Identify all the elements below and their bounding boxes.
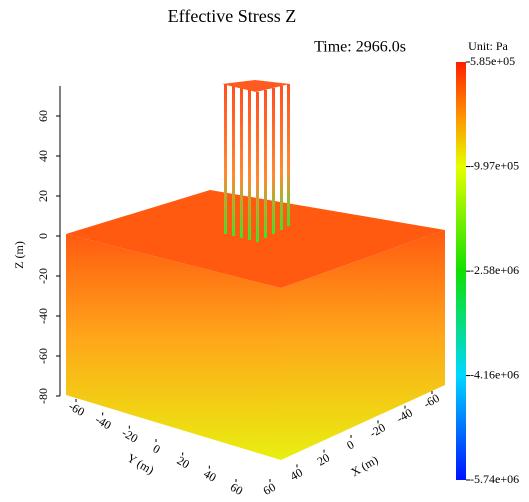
- y-tick-label: 20: [175, 453, 192, 471]
- colorbar-tick-label: -5.74e+06: [470, 472, 519, 486]
- z-tick-label: 60: [36, 110, 50, 122]
- colorbar-tick-label: -2.58e+06: [470, 263, 519, 277]
- z-tick-label: 40: [36, 150, 50, 162]
- z-tick-label: 0: [36, 233, 50, 239]
- y-tick-label: 0: [151, 441, 163, 456]
- y-axis-label: Y (m): [125, 451, 157, 477]
- chart-title: Effective Stress Z: [168, 6, 297, 26]
- z-tick-label: 20: [36, 190, 50, 202]
- colorbar-label: Unit: Pa: [468, 39, 508, 53]
- x-tick-label: 60: [261, 480, 278, 498]
- x-tick-label: -20: [367, 420, 388, 440]
- y-tick-label: -40: [93, 412, 114, 432]
- colorbar: [456, 62, 466, 480]
- x-axis-label: X (m): [348, 453, 380, 480]
- y-tick-label: -20: [120, 426, 141, 446]
- x-tick-label: 40: [288, 465, 305, 483]
- x-tick-label: -60: [421, 391, 442, 411]
- z-tick-label: -40: [36, 308, 50, 324]
- z-axis-label: Z (m): [12, 241, 26, 269]
- z-tick-label: -80: [36, 388, 50, 404]
- block-left-face: [66, 234, 281, 460]
- pile-group: [222, 80, 290, 242]
- x-tick-label: 0: [344, 437, 356, 452]
- z-tick-label: -60: [36, 348, 50, 364]
- block-top-face: [66, 190, 445, 288]
- z-tick-label: -20: [36, 268, 50, 284]
- y-tick-label: 40: [201, 467, 218, 485]
- y-tick-label: -60: [66, 399, 87, 419]
- colorbar-tick-label: 5.85e+05: [470, 54, 515, 68]
- colorbar-tick-label: -4.16e+06: [470, 367, 519, 381]
- x-tick-label: -40: [394, 406, 415, 426]
- y-tick-label: 60: [228, 480, 245, 498]
- time-label: Time: 2966.0s: [314, 39, 406, 56]
- x-tick-label: 20: [315, 451, 332, 469]
- colorbar-tick-label: -9.97e+05: [470, 158, 519, 172]
- block-right-face: [281, 230, 445, 460]
